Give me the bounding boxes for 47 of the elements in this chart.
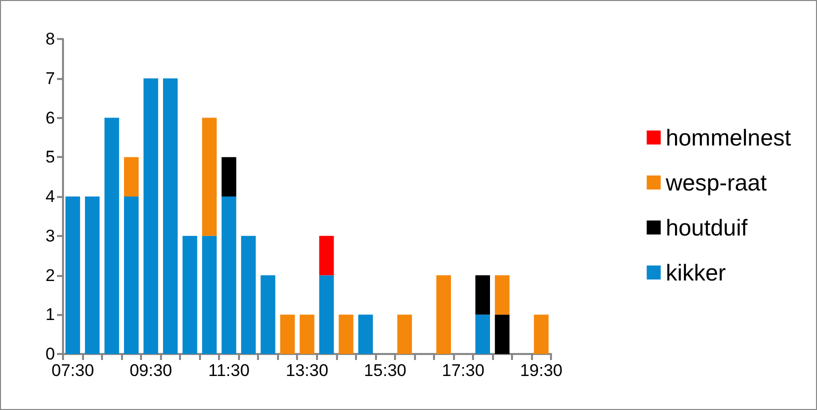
bar [397, 314, 412, 354]
x-tick-label: 09:30 [130, 361, 172, 380]
y-tick-label: 7 [46, 68, 55, 88]
x-tick-label: 15:30 [364, 361, 406, 380]
bar [124, 157, 139, 196]
bar [436, 275, 451, 354]
bar [494, 314, 510, 354]
bar [319, 236, 334, 276]
x-tick-label: 07:30 [51, 361, 94, 380]
bar [222, 157, 236, 196]
y-tick-label: 6 [46, 108, 55, 128]
bar [300, 314, 314, 354]
x-tick-label: 19:30 [520, 361, 563, 380]
bar [358, 314, 373, 354]
y-tick-label: 5 [46, 148, 55, 167]
legend-label: houtduif [666, 214, 748, 240]
bar [124, 196, 139, 354]
bar [163, 78, 178, 354]
bar [475, 275, 490, 315]
bar [319, 275, 334, 354]
y-tick-label: 0 [46, 344, 55, 364]
legend-label: wesp-raat [664, 170, 768, 196]
bar [144, 78, 158, 354]
bar [222, 196, 236, 354]
bar [182, 236, 198, 354]
bar [202, 118, 217, 236]
bar [494, 275, 510, 315]
bar [260, 275, 276, 354]
bar [534, 314, 549, 354]
bar [104, 118, 120, 354]
legend-label: hommelnest [666, 124, 792, 150]
legend-label: kikker [666, 260, 726, 286]
bar [241, 236, 256, 354]
y-tick-label: 4 [46, 187, 55, 206]
x-tick-label: 17:30 [442, 361, 484, 380]
bar [475, 314, 490, 354]
y-tick-label: 8 [46, 30, 55, 48]
bar [65, 196, 80, 354]
bar [84, 196, 100, 354]
x-tick-label: 11:30 [208, 361, 250, 380]
bar [202, 236, 217, 354]
y-tick-label: 1 [46, 305, 55, 324]
x-tick-label: 13:30 [286, 361, 328, 380]
bar [280, 314, 295, 354]
y-tick-label: 3 [46, 226, 55, 246]
y-tick-label: 2 [46, 266, 55, 285]
bar [338, 314, 354, 354]
